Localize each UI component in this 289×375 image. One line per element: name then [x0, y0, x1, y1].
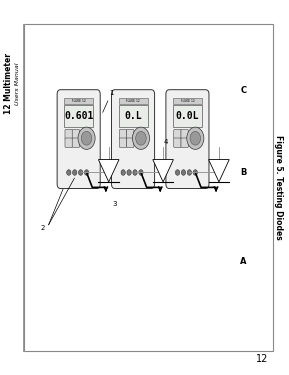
FancyBboxPatch shape	[173, 98, 202, 104]
Text: FLUKE 12: FLUKE 12	[72, 99, 86, 103]
FancyBboxPatch shape	[181, 129, 188, 139]
FancyBboxPatch shape	[57, 90, 100, 189]
Circle shape	[73, 170, 77, 175]
Circle shape	[81, 131, 92, 145]
Text: 1: 1	[103, 90, 114, 112]
Text: A: A	[240, 258, 247, 267]
Circle shape	[121, 170, 125, 175]
Text: 0.L: 0.L	[124, 111, 142, 121]
FancyBboxPatch shape	[65, 129, 72, 139]
Circle shape	[133, 170, 137, 175]
FancyBboxPatch shape	[127, 129, 134, 139]
FancyBboxPatch shape	[174, 129, 181, 139]
FancyBboxPatch shape	[64, 105, 93, 127]
Circle shape	[84, 170, 89, 175]
FancyBboxPatch shape	[166, 90, 209, 189]
Circle shape	[132, 127, 149, 149]
FancyBboxPatch shape	[118, 105, 147, 127]
FancyBboxPatch shape	[65, 138, 72, 147]
FancyBboxPatch shape	[72, 138, 79, 147]
Text: 4: 4	[164, 139, 168, 145]
FancyBboxPatch shape	[24, 24, 273, 351]
FancyBboxPatch shape	[118, 98, 147, 104]
Circle shape	[193, 170, 197, 175]
Text: 0.0L: 0.0L	[176, 111, 199, 121]
Text: 12 Multimeter: 12 Multimeter	[4, 53, 13, 114]
FancyBboxPatch shape	[72, 129, 79, 139]
FancyBboxPatch shape	[119, 129, 127, 139]
Circle shape	[187, 127, 204, 149]
FancyBboxPatch shape	[127, 138, 134, 147]
Circle shape	[67, 170, 71, 175]
Text: FLUKE 12: FLUKE 12	[181, 99, 194, 103]
Circle shape	[187, 170, 192, 175]
Circle shape	[181, 170, 186, 175]
Polygon shape	[99, 160, 119, 182]
FancyBboxPatch shape	[64, 98, 93, 104]
Circle shape	[190, 131, 201, 145]
Text: 12: 12	[256, 354, 268, 364]
Polygon shape	[153, 160, 173, 182]
Text: Users Manual: Users Manual	[15, 62, 20, 105]
FancyBboxPatch shape	[181, 138, 188, 147]
FancyBboxPatch shape	[112, 90, 155, 189]
Circle shape	[79, 170, 83, 175]
Text: 0.601: 0.601	[64, 111, 93, 121]
FancyBboxPatch shape	[119, 138, 127, 147]
Circle shape	[139, 170, 143, 175]
Text: FLUKE 12: FLUKE 12	[126, 99, 140, 103]
FancyBboxPatch shape	[174, 138, 181, 147]
Text: 2: 2	[41, 225, 45, 231]
FancyBboxPatch shape	[173, 105, 202, 127]
Text: C: C	[240, 86, 246, 95]
Text: B: B	[240, 168, 247, 177]
Text: 3: 3	[112, 201, 117, 207]
Text: Figure 5. Testing Diodes: Figure 5. Testing Diodes	[274, 135, 283, 240]
Circle shape	[127, 170, 131, 175]
Circle shape	[175, 170, 180, 175]
Circle shape	[78, 127, 95, 149]
Circle shape	[136, 131, 146, 145]
Polygon shape	[209, 160, 229, 182]
